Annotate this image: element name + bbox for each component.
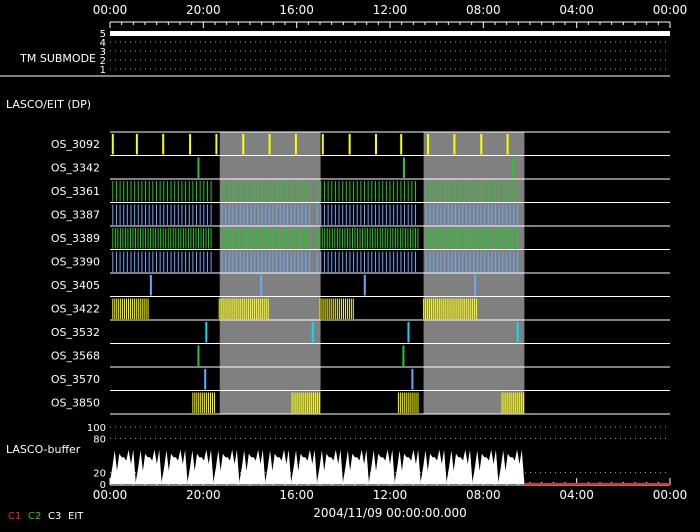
row-marks-os-3568 <box>197 345 405 366</box>
row-label-os-3532: OS_3532 <box>51 326 100 339</box>
row-marks-os-3389 <box>112 228 518 249</box>
row-marks-os-3342 <box>197 157 515 178</box>
top-axis-tick-label: 00:00 <box>93 3 128 17</box>
buffer-tick-label: 100 <box>87 423 106 434</box>
chart-marks <box>110 31 670 485</box>
buffer-label: LASCO-buffer <box>6 443 81 456</box>
row-marks-os-3570 <box>204 369 414 390</box>
bottom-axis-tick-label: 16:00 <box>279 488 314 502</box>
row-marks-os-3532 <box>205 322 519 343</box>
legend: C1 C2 C3 EIT <box>8 511 84 522</box>
row-label-os-3405: OS_3405 <box>51 279 100 292</box>
legend-item-c2: C2 <box>28 511 41 522</box>
bottom-axis-tick-label: 04:00 <box>559 488 594 502</box>
row-label-os-3850: OS_3850 <box>51 397 100 410</box>
top-axis-tick-label: 20:00 <box>186 3 221 17</box>
top-axis-tick-label: 12:00 <box>373 3 408 17</box>
row-marks-os-3390 <box>112 251 518 272</box>
buffer-fill <box>110 449 525 484</box>
row-marks-os-3361 <box>112 181 518 202</box>
row-label-os-3389: OS_3389 <box>51 232 100 245</box>
submode-label: TM SUBMODE <box>19 52 96 65</box>
chart-grid <box>0 21 671 486</box>
top-axis-tick-label: 00:00 <box>653 3 688 17</box>
section-label: LASCO/EIT (DP) <box>6 98 91 111</box>
top-axis-tick-label: 04:00 <box>559 3 594 17</box>
submode-value-bar <box>110 31 670 36</box>
legend-item-eit: EIT <box>68 511 84 522</box>
submode-tick-label: 3 <box>100 47 106 58</box>
row-marks-os-3092 <box>111 134 509 155</box>
epoch-label: 2004/11/09 00:00:00.000 <box>313 506 467 520</box>
row-label-os-3568: OS_3568 <box>51 350 100 363</box>
bottom-axis-tick-label: 20:00 <box>186 488 221 502</box>
submode-tick-label: 2 <box>100 56 106 67</box>
row-marks-os-3387 <box>112 204 518 225</box>
row-marks-os-3405 <box>149 275 477 296</box>
bottom-axis-tick-label: 12:00 <box>373 488 408 502</box>
submode-tick-label: 4 <box>100 38 106 49</box>
row-label-os-3570: OS_3570 <box>51 373 100 386</box>
row-marks-os-3422 <box>112 298 478 319</box>
submode-tick-label: 1 <box>100 65 106 76</box>
bottom-axis-tick-label: 08:00 <box>466 488 501 502</box>
row-label-os-3342: OS_3342 <box>51 162 100 175</box>
legend-item-c1: C1 <box>8 511 21 522</box>
row-label-os-3387: OS_3387 <box>51 209 100 222</box>
submode-tick-label: 5 <box>100 29 106 40</box>
row-label-os-3422: OS_3422 <box>51 303 100 316</box>
chart-labels: 00:00 00:00 20:00 20:00 16:00 16:00 12:00 12:00… <box>6 3 687 502</box>
buffer-tick-label: 80 <box>93 434 106 445</box>
row-label-os-3092: OS_3092 <box>51 138 100 151</box>
top-axis-tick-label: 08:00 <box>466 3 501 17</box>
legend-item-c3: C3 <box>48 511 61 522</box>
row-label-os-3361: OS_3361 <box>51 185 100 198</box>
bottom-axis-tick-label: 00:00 <box>93 488 128 502</box>
top-axis-tick-label: 16:00 <box>279 3 314 17</box>
row-label-os-3390: OS_3390 <box>51 256 100 269</box>
row-marks-os-3850 <box>192 392 525 413</box>
buffer-tick-label: 20 <box>93 469 106 480</box>
buffer-tick-label: 0 <box>100 480 106 491</box>
bottom-axis-tick-label: 00:00 <box>653 488 688 502</box>
